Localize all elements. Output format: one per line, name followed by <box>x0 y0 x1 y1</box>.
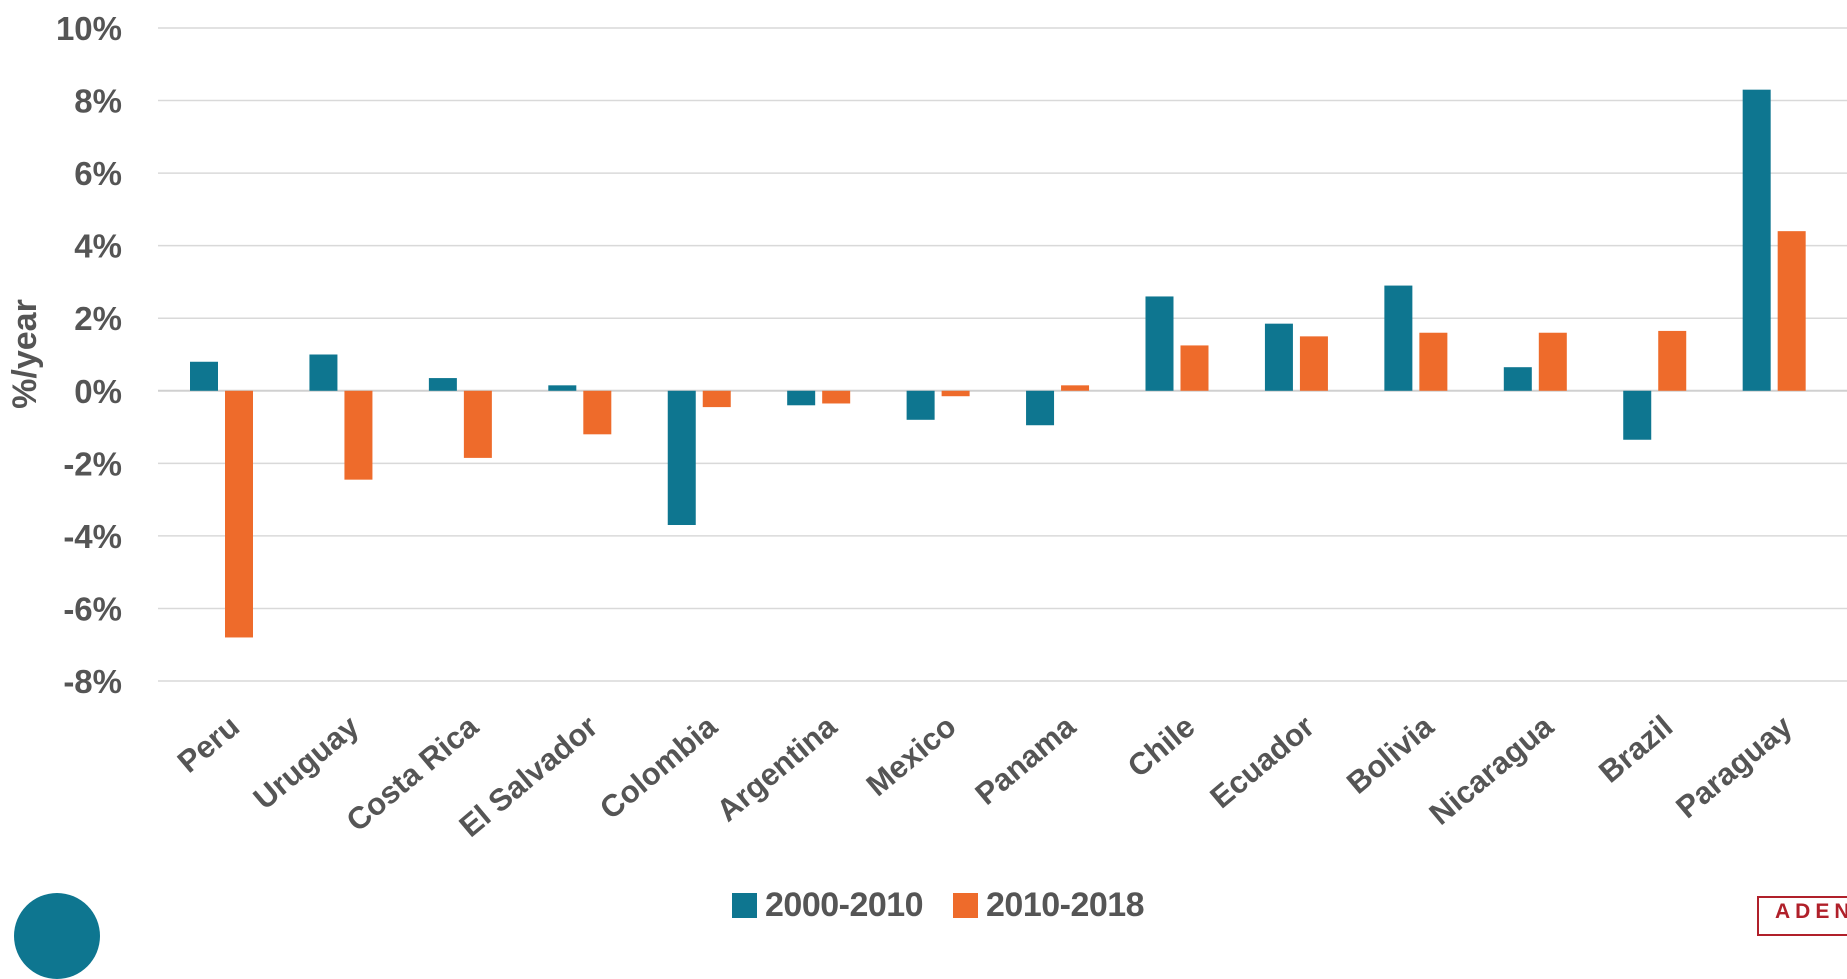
bar-1 <box>667 390 696 526</box>
bar-2 <box>1538 332 1567 391</box>
x-tick-label: Argentina <box>710 708 844 828</box>
y-tick-label: 2% <box>74 300 122 337</box>
bar-2 <box>1180 345 1209 391</box>
y-tick-label: 8% <box>74 83 122 120</box>
aden-logo: ADEN <box>1757 896 1847 936</box>
bar-1 <box>1264 323 1293 391</box>
bar-2 <box>344 390 373 480</box>
y-axis-label: %/year <box>6 299 44 409</box>
bar-1 <box>548 385 577 391</box>
bar-2 <box>1777 231 1806 391</box>
x-tick-label: Colombia <box>593 708 724 826</box>
x-tick-label: Brazil <box>1592 709 1679 790</box>
bar-2 <box>463 390 492 458</box>
bar-1 <box>1145 296 1174 391</box>
bar-2 <box>941 390 970 397</box>
brand-circle-decoration <box>14 893 100 979</box>
bar-2 <box>1658 330 1687 391</box>
bar-2 <box>1061 385 1090 391</box>
bar-1 <box>1026 390 1055 426</box>
chart-area: 10% 8% 6% 4% 2% 0% -2% -4% -6% -8% Peru Uruguay Cos… <box>6 10 1847 844</box>
y-tick-label: 10% <box>56 10 122 47</box>
legend-item-series-1: 2000-2010 <box>732 886 924 924</box>
y-tick-label: 0% <box>74 373 122 410</box>
y-tick-label: -4% <box>63 518 122 555</box>
bar-2 <box>702 390 731 408</box>
x-tick-label: Panama <box>968 708 1082 812</box>
legend: 2000-2010 2010-2018 <box>0 886 1847 924</box>
x-tick-label: Paraguay <box>1669 708 1799 825</box>
bar-chart: 10% 8% 6% 4% 2% 0% -2% -4% -6% -8% Peru UruguayCos… <box>6 10 1847 844</box>
legend-item-series-2: 2010-2018 <box>953 886 1145 924</box>
bar-1 <box>309 354 338 391</box>
legend-swatch-series-2 <box>953 893 978 918</box>
y-tick-label: -6% <box>63 590 122 627</box>
y-tick-label: -8% <box>63 663 122 700</box>
bar-1 <box>1503 367 1532 391</box>
bars <box>190 89 1806 638</box>
legend-label-series-1: 2000-2010 <box>765 886 924 924</box>
gridlines <box>158 27 1847 682</box>
x-tick-label: Mexico <box>860 709 963 803</box>
y-tick-label: 6% <box>74 155 122 192</box>
y-tick-label: -2% <box>63 445 122 482</box>
bar-1 <box>906 390 935 420</box>
bar-2 <box>225 390 253 638</box>
bar-1 <box>428 378 457 391</box>
bar-1 <box>1384 285 1413 391</box>
y-tick-label: 4% <box>74 228 122 265</box>
bar-1 <box>1742 89 1771 391</box>
x-tick-label: Bolivia <box>1340 708 1441 801</box>
bar-2 <box>583 390 612 435</box>
bar-2 <box>822 390 851 404</box>
x-tick-label: Chile <box>1121 709 1202 785</box>
x-tick-label: Peru <box>171 709 246 780</box>
logo-text: ADEN <box>1775 900 1847 923</box>
legend-label-series-2: 2010-2018 <box>986 886 1145 924</box>
bar-2 <box>1299 336 1328 391</box>
legend-swatch-series-1 <box>732 893 757 918</box>
bar-2 <box>1419 332 1448 391</box>
y-tick-labels: 10% 8% 6% 4% 2% 0% -2% -4% -6% -8% <box>56 10 122 700</box>
x-tick-label: Nicaragua <box>1422 708 1560 832</box>
bar-1 <box>787 390 816 406</box>
x-tick-label: Uruguay <box>247 708 366 816</box>
bar-1 <box>190 361 218 391</box>
bar-1 <box>1623 390 1652 440</box>
x-tick-label: Ecuador <box>1203 709 1321 816</box>
